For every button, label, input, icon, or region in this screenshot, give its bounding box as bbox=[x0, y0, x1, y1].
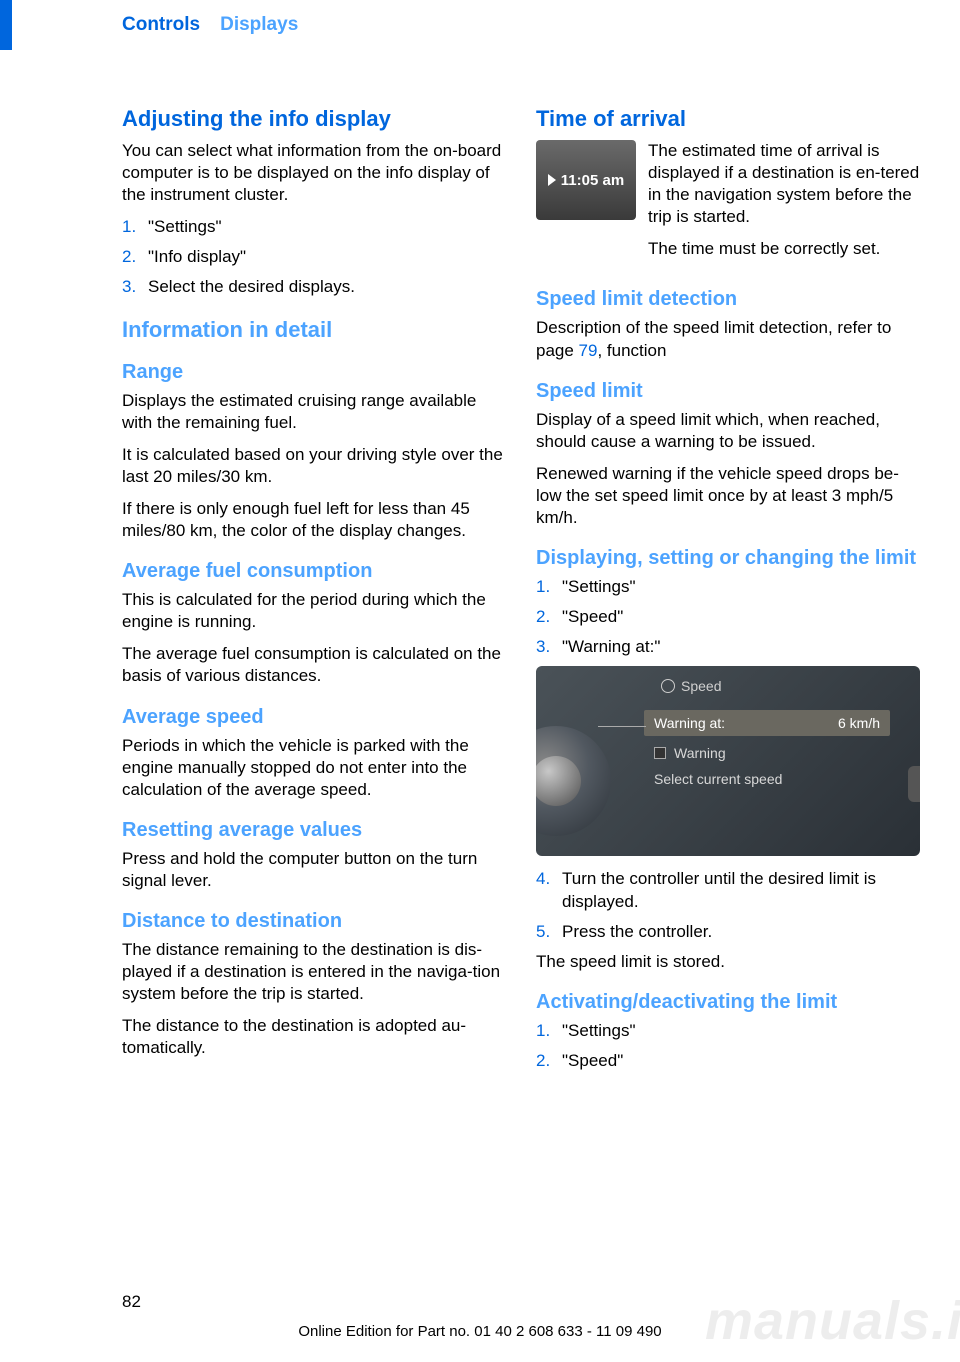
heading-display-setting-limit: Displaying, setting or changing the limi… bbox=[536, 547, 920, 570]
paragraph: You can select what information from the… bbox=[122, 140, 506, 206]
list-number: 2. bbox=[122, 246, 148, 268]
heading-avg-fuel: Average fuel consumption bbox=[122, 560, 506, 583]
list-text: "Settings" bbox=[562, 1020, 920, 1042]
controller-dial-icon bbox=[536, 726, 611, 836]
checkbox-icon bbox=[654, 747, 666, 759]
heading-range: Range bbox=[122, 361, 506, 384]
paragraph: Periods in which the vehicle is parked w… bbox=[122, 735, 506, 801]
list-item: 1."Settings" bbox=[536, 576, 920, 598]
paragraph: The time must be correctly set. bbox=[648, 238, 920, 260]
paragraph: The speed limit is stored. bbox=[536, 951, 920, 973]
header-accent-bar bbox=[0, 0, 12, 50]
paragraph: If there is only enough fuel left for le… bbox=[122, 498, 506, 542]
list-item: 2."Speed" bbox=[536, 1050, 920, 1072]
heading-information-in-detail: Information in detail bbox=[122, 317, 506, 343]
paragraph: This is calculated for the period during… bbox=[122, 589, 506, 633]
clock-display-icon: 11:05 am bbox=[536, 140, 636, 220]
menu-row-select-speed: Select current speed bbox=[644, 766, 890, 792]
dial-inner bbox=[536, 756, 581, 806]
list-item: 1."Settings" bbox=[536, 1020, 920, 1042]
list-text: "Speed" bbox=[562, 1050, 920, 1072]
paragraph: Displays the estimated cruising range av… bbox=[122, 390, 506, 434]
heading-adjusting-info-display: Adjusting the info display bbox=[122, 106, 506, 132]
list-number: 1. bbox=[536, 576, 562, 598]
list-item: 5.Press the controller. bbox=[536, 921, 920, 943]
list-text: "Settings" bbox=[148, 216, 506, 238]
menu-value: 6 km/h bbox=[838, 715, 880, 731]
paragraph: The distance remaining to the destinatio… bbox=[122, 939, 506, 1005]
header-displays: Displays bbox=[220, 14, 298, 36]
page-content: Adjusting the info display You can selec… bbox=[0, 46, 960, 1080]
list-number: 1. bbox=[536, 1020, 562, 1042]
heading-time-of-arrival: Time of arrival bbox=[536, 106, 920, 132]
page-reference-link[interactable]: 79 bbox=[579, 341, 598, 360]
heading-activating-limit: Activating/deactivating the limit bbox=[536, 991, 920, 1014]
heading-avg-speed: Average speed bbox=[122, 706, 506, 729]
heading-speed-limit-detection: Speed limit detection bbox=[536, 288, 920, 311]
list-text: Turn the controller until the desired li… bbox=[562, 868, 920, 912]
menu-row-warning-at: Warning at: 6 km/h bbox=[644, 710, 890, 736]
right-column: Time of arrival 11:05 am The estimated t… bbox=[536, 106, 920, 1080]
list-number: 2. bbox=[536, 1050, 562, 1072]
screen-title-text: Speed bbox=[681, 678, 721, 694]
menu-label: Warning bbox=[674, 745, 726, 761]
side-button-icon bbox=[908, 766, 920, 802]
clock-time-value: 11:05 am bbox=[561, 172, 624, 189]
list-text: "Info display" bbox=[148, 246, 506, 268]
list-number: 2. bbox=[536, 606, 562, 628]
list-item: 3."Warning at:" bbox=[536, 636, 920, 658]
time-arrival-block: 11:05 am The estimated time of arrival i… bbox=[536, 140, 920, 270]
list-item: 2."Info display" bbox=[122, 246, 506, 268]
list-item: 2."Speed" bbox=[536, 606, 920, 628]
list-text: "Settings" bbox=[562, 576, 920, 598]
arrow-icon bbox=[548, 174, 556, 186]
paragraph: The average fuel consumption is calculat… bbox=[122, 643, 506, 687]
list-number: 4. bbox=[536, 868, 562, 912]
page-header: Controls Displays bbox=[0, 0, 960, 46]
time-arrival-text: The estimated time of arrival is display… bbox=[648, 140, 920, 270]
screen-title: Speed bbox=[661, 678, 721, 694]
list-item: 3.Select the desired displays. bbox=[122, 276, 506, 298]
list-text: "Warning at:" bbox=[562, 636, 920, 658]
list-number: 3. bbox=[122, 276, 148, 298]
list-text: Press the controller. bbox=[562, 921, 920, 943]
paragraph: Description of the speed limit detection… bbox=[536, 317, 920, 361]
paragraph: It is calculated based on your driving s… bbox=[122, 444, 506, 488]
watermark: manuals.info bbox=[705, 1290, 960, 1352]
menu-label: Select current speed bbox=[654, 771, 782, 787]
heading-speed-limit: Speed limit bbox=[536, 380, 920, 403]
idrive-speed-screenshot: Speed Warning at: 6 km/h Warning Select … bbox=[536, 666, 920, 856]
list-number: 3. bbox=[536, 636, 562, 658]
paragraph: Press and hold the computer button on th… bbox=[122, 848, 506, 892]
list-number: 1. bbox=[122, 216, 148, 238]
list-text: Select the desired displays. bbox=[148, 276, 506, 298]
header-controls: Controls bbox=[122, 14, 200, 36]
list-text: "Speed" bbox=[562, 606, 920, 628]
left-column: Adjusting the info display You can selec… bbox=[122, 106, 506, 1080]
heading-distance-destination: Distance to destination bbox=[122, 910, 506, 933]
text: , function bbox=[597, 341, 666, 360]
gauge-icon bbox=[661, 679, 675, 693]
pointer-line bbox=[598, 726, 646, 727]
list-number: 5. bbox=[536, 921, 562, 943]
heading-reset-avg: Resetting average values bbox=[122, 819, 506, 842]
paragraph: Display of a speed limit which, when rea… bbox=[536, 409, 920, 453]
menu-row-warning: Warning bbox=[644, 740, 890, 766]
list-item: 4.Turn the controller until the desired … bbox=[536, 868, 920, 912]
page-number: 82 bbox=[122, 1292, 141, 1312]
paragraph: Renewed warning if the vehicle speed dro… bbox=[536, 463, 920, 529]
list-item: 1."Settings" bbox=[122, 216, 506, 238]
paragraph: The distance to the destination is adopt… bbox=[122, 1015, 506, 1059]
menu-label: Warning at: bbox=[654, 715, 725, 731]
paragraph: The estimated time of arrival is display… bbox=[648, 140, 920, 228]
